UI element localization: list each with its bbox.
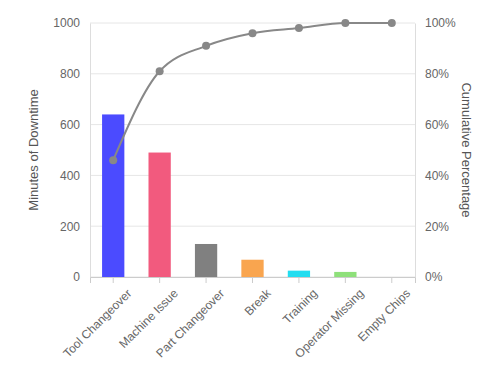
marker xyxy=(109,156,117,164)
y-tick-label: 200 xyxy=(60,220,80,234)
y-tick-label: 400 xyxy=(60,169,80,183)
marker xyxy=(341,19,349,27)
grid-line xyxy=(90,226,415,227)
y2-tick-label: 0% xyxy=(425,270,443,284)
marker xyxy=(388,19,396,27)
x-tick-mark xyxy=(391,277,392,283)
y-tick: 0 xyxy=(73,270,90,284)
y2-tick-label: 40% xyxy=(425,169,449,183)
x-tick-mark xyxy=(159,277,160,283)
bar xyxy=(149,153,171,277)
y-tick: 800 xyxy=(60,67,90,81)
x-tick-label: Break xyxy=(242,286,275,319)
grid-line xyxy=(90,124,415,125)
bar xyxy=(334,272,356,277)
y2-tick: 60% xyxy=(415,118,449,132)
y2-tick: 40% xyxy=(415,169,449,183)
y-axis-title: Minutes of Downtime xyxy=(26,89,41,210)
y2-tick: 0% xyxy=(415,270,443,284)
bar xyxy=(241,260,263,277)
y-tick: 600 xyxy=(60,118,90,132)
bar xyxy=(381,277,403,278)
y2-axis-title: Cumulative Percentage xyxy=(459,82,474,217)
plot: 0 200 400 600 800 1000 0% 20% 40% 60% 80% 100% Tool … xyxy=(53,16,456,360)
bar xyxy=(102,114,124,277)
y2-tick-label: 80% xyxy=(425,67,449,81)
x-tick-label: Empty Chips xyxy=(355,286,413,344)
x-tick-mark xyxy=(206,277,207,283)
y2-axis: 0% 20% 40% 60% 80% 100% xyxy=(415,16,456,284)
grid-line xyxy=(90,73,415,74)
x-tick: Break xyxy=(242,277,275,318)
x-tick-label: Part Changeover xyxy=(153,286,227,360)
y-tick-label: 800 xyxy=(60,67,80,81)
y-tick: 400 xyxy=(60,169,90,183)
x-tick-label: Operator Missing xyxy=(292,286,367,361)
chart: 0 200 400 600 800 1000 0% 20% 40% 60% 80% 100% Tool … xyxy=(0,0,500,371)
x-axis: Tool ChangeoverMachine IssuePart Changeo… xyxy=(60,277,415,361)
y2-tick-label: 100% xyxy=(425,16,456,30)
marker xyxy=(202,42,210,50)
x-tick: Empty Chips xyxy=(355,277,413,344)
y2-tick: 100% xyxy=(415,16,456,30)
x-tick: Part Changeover xyxy=(153,277,227,360)
x-tick-mark xyxy=(113,277,114,283)
x-tick: Training xyxy=(280,277,320,327)
x-tick-label: Training xyxy=(280,286,320,326)
y2-tick-label: 60% xyxy=(425,118,449,132)
bars xyxy=(102,114,356,277)
y2-tick-label: 20% xyxy=(425,220,449,234)
markers xyxy=(109,19,396,164)
marker xyxy=(295,24,303,32)
marker xyxy=(249,29,257,37)
y-tick: 1000 xyxy=(53,16,90,30)
x-tick: Operator Missing xyxy=(292,277,367,361)
y2-tick: 80% xyxy=(415,67,449,81)
x-tick-mark xyxy=(252,277,253,283)
grid-line xyxy=(90,175,415,176)
y-axis: 0 200 400 600 800 1000 xyxy=(53,16,90,284)
marker xyxy=(156,67,164,75)
x-tick-mark xyxy=(298,277,299,283)
y-axis-line xyxy=(90,24,91,278)
marks xyxy=(102,19,396,277)
grid xyxy=(90,23,415,277)
y-tick-label: 0 xyxy=(73,270,80,284)
x-axis-line xyxy=(91,278,416,284)
bar xyxy=(195,244,217,277)
bar xyxy=(288,271,310,277)
y-tick-label: 1000 xyxy=(53,16,80,30)
y-tick-label: 600 xyxy=(60,118,80,132)
x-tick-mark xyxy=(345,277,346,283)
y-tick: 200 xyxy=(60,220,90,234)
y2-axis-line xyxy=(415,24,416,278)
cumulative-line xyxy=(113,23,392,160)
y2-tick: 20% xyxy=(415,220,449,234)
